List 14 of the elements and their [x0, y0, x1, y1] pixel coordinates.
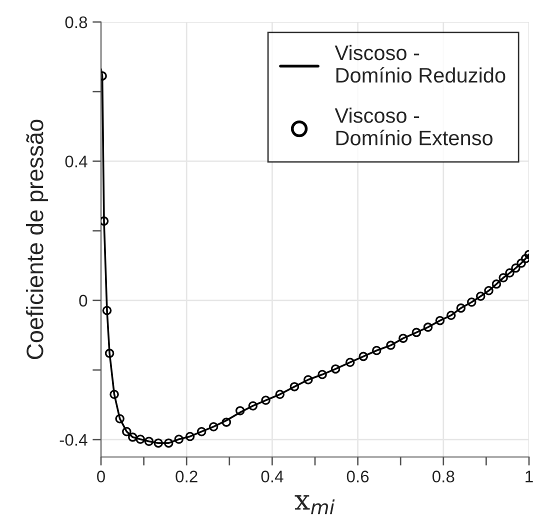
- legend-label: Viscoso - Domínio Reduzido: [334, 44, 506, 83]
- y-axis-title: Coeficiente de pressão: [26, 120, 48, 360]
- x-tick-label: 0.4: [261, 470, 284, 482]
- x-tick-label: 0: [97, 470, 105, 482]
- x-tick-label: 1: [526, 470, 533, 482]
- legend-label: Viscoso - Domínio Extenso: [334, 108, 492, 146]
- y-tick-label: -0.4: [60, 434, 88, 446]
- x-tick-label: 0.8: [432, 470, 454, 482]
- y-tick-label: 0: [79, 294, 88, 307]
- x-tick-label: 0.2: [176, 470, 198, 482]
- y-tick-label: 0.4: [65, 156, 88, 168]
- x-tick-label: 0.6: [346, 470, 369, 482]
- y-tick-label: 0.8: [65, 16, 88, 28]
- x-axis-title: x$_{mi}$: [294, 495, 335, 514]
